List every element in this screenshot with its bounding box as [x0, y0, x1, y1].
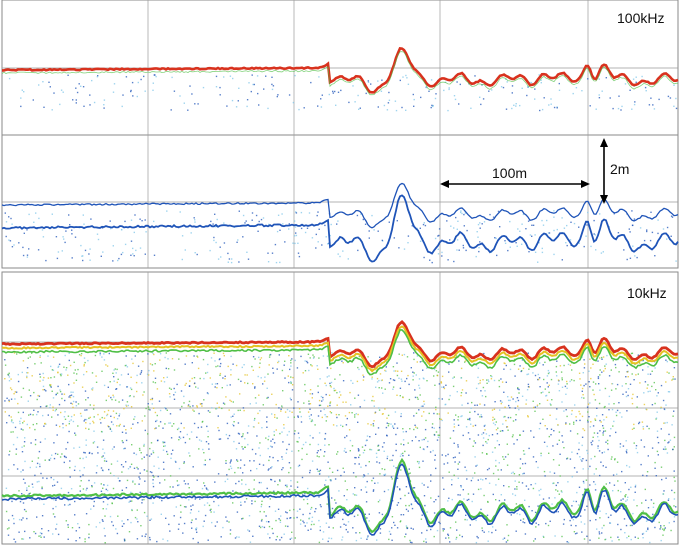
scale-label-horizontal: 100m [492, 165, 527, 181]
scale-label-vertical: 2m [610, 161, 629, 177]
frequency-label-100khz: 100kHz [617, 10, 664, 26]
frequency-label-10khz: 10kHz [627, 285, 667, 301]
